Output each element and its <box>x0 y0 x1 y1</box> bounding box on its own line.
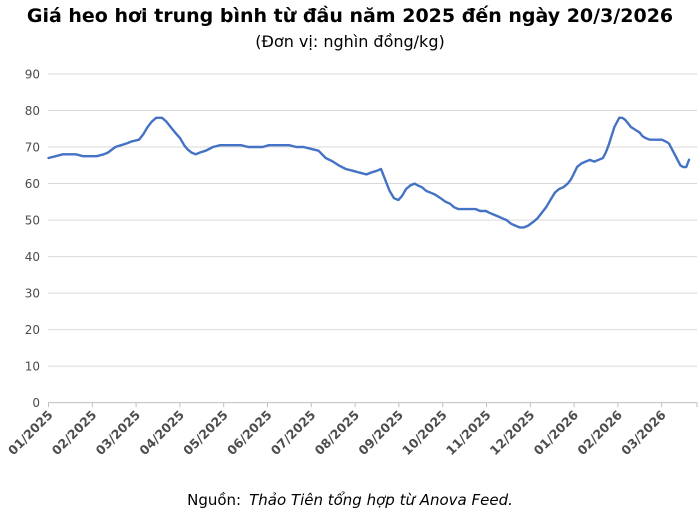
y-axis-label: 0 <box>32 396 40 410</box>
x-axis-label: 02/2026 <box>574 407 625 458</box>
y-axis-label: 30 <box>25 287 40 301</box>
x-axis-label: 01/2026 <box>530 407 581 458</box>
x-axis-label: 01/2025 <box>5 407 56 458</box>
x-axis-label: 04/2025 <box>136 407 187 458</box>
y-axis-label: 60 <box>25 177 40 191</box>
y-axis-label: 90 <box>25 68 40 82</box>
source-note: Nguồn: Thảo Tiên tổng hợp từ Anova Feed. <box>0 491 700 509</box>
x-axis-label: 12/2025 <box>487 407 538 458</box>
source-text: Thảo Tiên tổng hợp từ Anova Feed. <box>249 491 513 509</box>
y-axis-label: 10 <box>25 360 40 374</box>
x-axis-label: 03/2026 <box>618 407 669 458</box>
source-label: Nguồn: <box>187 491 242 509</box>
chart-title: Giá heo hơi trung bình từ đầu năm 2025 đ… <box>26 5 674 27</box>
y-axis-label: 50 <box>25 214 40 228</box>
y-axis-label: 40 <box>25 250 40 264</box>
y-axis-label: 70 <box>25 141 40 155</box>
x-axis-label: 03/2025 <box>92 407 143 458</box>
x-axis-label: 10/2025 <box>399 407 450 458</box>
x-axis-label: 05/2025 <box>180 407 231 458</box>
price-line <box>47 116 691 229</box>
x-axis-label: 09/2025 <box>355 407 406 458</box>
x-axis-label: 02/2025 <box>49 407 100 458</box>
y-axis-label: 20 <box>25 323 40 337</box>
y-axis-label: 80 <box>25 104 40 118</box>
x-axis-label: 06/2025 <box>224 407 275 458</box>
price-line-chart: 0 10 20 30 40 50 60 70 80 90 01/202502/202503/2025… <box>5 68 698 458</box>
x-axis-label: 11/2025 <box>443 407 494 458</box>
chart-subtitle: (Đơn vị: nghìn đồng/kg) <box>255 32 445 51</box>
x-axis-label: 08/2025 <box>311 407 362 458</box>
x-axis-label: 07/2025 <box>268 407 319 458</box>
